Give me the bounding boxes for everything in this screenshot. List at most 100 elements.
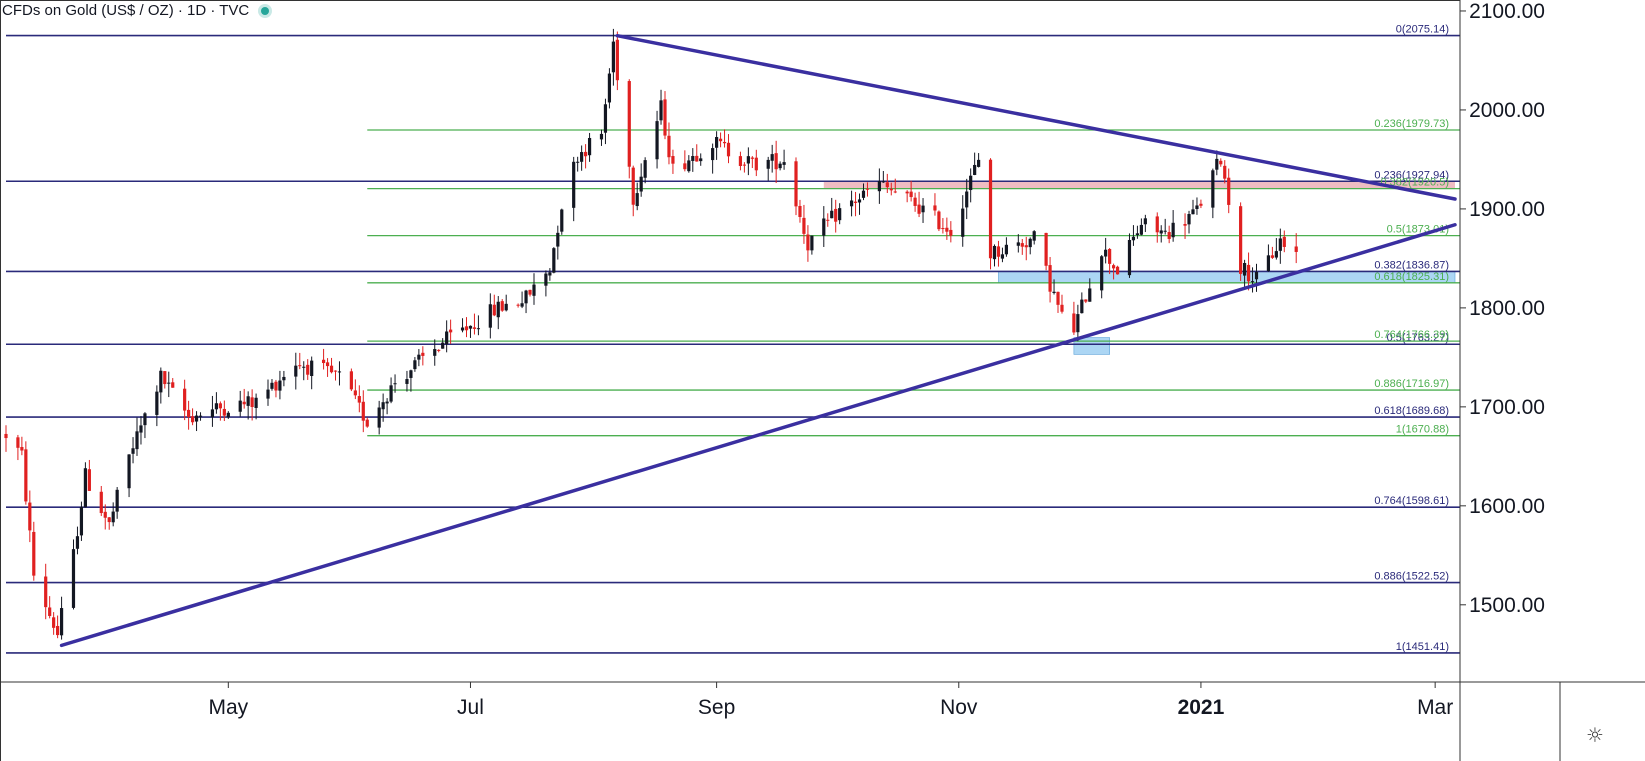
candle-body xyxy=(163,371,167,385)
candle-body xyxy=(103,511,107,518)
candle xyxy=(1270,246,1274,259)
candle xyxy=(754,149,758,177)
candle xyxy=(183,379,187,421)
candle xyxy=(722,129,727,148)
candle-body xyxy=(59,608,64,636)
candle-body xyxy=(893,191,897,193)
candle-body xyxy=(711,148,715,161)
candle xyxy=(667,122,671,165)
candle xyxy=(603,98,608,145)
candle xyxy=(635,182,639,211)
candle-body xyxy=(218,403,222,409)
candle xyxy=(1250,267,1255,293)
candle xyxy=(560,208,564,235)
candle-body xyxy=(687,160,691,172)
candle xyxy=(1227,168,1231,214)
candle-body xyxy=(715,137,719,148)
candle xyxy=(1056,291,1060,313)
candle-body xyxy=(1246,264,1251,282)
candle-body xyxy=(782,162,786,165)
candle-body xyxy=(167,382,171,384)
candle xyxy=(631,165,635,217)
candle xyxy=(1223,160,1227,184)
candle xyxy=(746,147,750,176)
candle-body xyxy=(1183,224,1187,226)
candle-body xyxy=(1088,288,1092,302)
candle-body xyxy=(1294,246,1298,252)
candle-body xyxy=(337,371,342,373)
candle-body xyxy=(822,218,826,236)
candle xyxy=(973,152,977,176)
candle-body xyxy=(250,397,254,407)
candle xyxy=(782,149,786,170)
candle-body xyxy=(1072,313,1076,333)
candle xyxy=(59,596,64,640)
candle-body xyxy=(770,154,774,161)
candle xyxy=(500,299,504,312)
candle xyxy=(171,378,175,388)
candle-body xyxy=(445,331,449,345)
candle xyxy=(242,388,246,409)
candle xyxy=(445,320,449,353)
candle-body xyxy=(111,511,115,523)
candle-body xyxy=(738,156,743,166)
candle xyxy=(798,199,802,223)
candle xyxy=(1080,292,1084,314)
price-tick-label: 1800.00 xyxy=(1469,297,1545,320)
candle xyxy=(337,361,342,386)
candle xyxy=(691,148,695,172)
candle xyxy=(71,539,76,610)
candle xyxy=(159,367,163,404)
candle-body xyxy=(127,454,131,489)
candle xyxy=(115,487,119,519)
candle-body xyxy=(750,157,754,159)
candle-body xyxy=(1111,265,1116,269)
candle xyxy=(278,370,282,400)
candle-body xyxy=(973,164,977,175)
time-axis-panel xyxy=(0,682,1645,761)
candle-body xyxy=(1028,238,1032,248)
candle-body xyxy=(722,141,727,144)
candle-body xyxy=(254,397,258,408)
candle-body xyxy=(504,303,508,311)
candle-body xyxy=(476,328,481,330)
candle-body xyxy=(1159,230,1163,234)
candle xyxy=(361,390,365,433)
candle xyxy=(687,155,691,173)
candle-body xyxy=(1108,249,1112,264)
candle-body xyxy=(16,437,20,448)
time-tick-label: Jul xyxy=(457,696,484,719)
candle xyxy=(1115,265,1120,275)
candle-body xyxy=(857,199,862,203)
candle-body xyxy=(460,327,465,331)
candle-body xyxy=(877,181,881,192)
candle-body xyxy=(238,400,242,412)
candle xyxy=(834,199,838,233)
candle xyxy=(460,318,465,333)
candle xyxy=(881,170,885,183)
candle xyxy=(556,225,560,260)
candle xyxy=(198,412,203,421)
candle-body xyxy=(135,431,139,450)
candle xyxy=(961,195,965,247)
gear-icon[interactable]: ☼ xyxy=(1586,723,1604,747)
candle xyxy=(1084,299,1088,304)
candle xyxy=(941,218,945,234)
candle-body xyxy=(806,234,810,251)
candle xyxy=(1183,213,1187,239)
candle-body xyxy=(190,416,195,423)
candle-body xyxy=(587,137,592,156)
candle-body xyxy=(865,188,870,190)
candle-body xyxy=(937,211,941,230)
candle xyxy=(222,400,226,422)
candle xyxy=(1239,202,1243,281)
candle xyxy=(750,156,754,169)
candle xyxy=(1076,304,1080,342)
time-tick-label: May xyxy=(208,696,248,719)
candle xyxy=(1127,233,1132,278)
candle xyxy=(238,390,242,417)
candle xyxy=(572,156,576,222)
fib-level-label: 0.618(1689.68) xyxy=(1374,405,1449,417)
